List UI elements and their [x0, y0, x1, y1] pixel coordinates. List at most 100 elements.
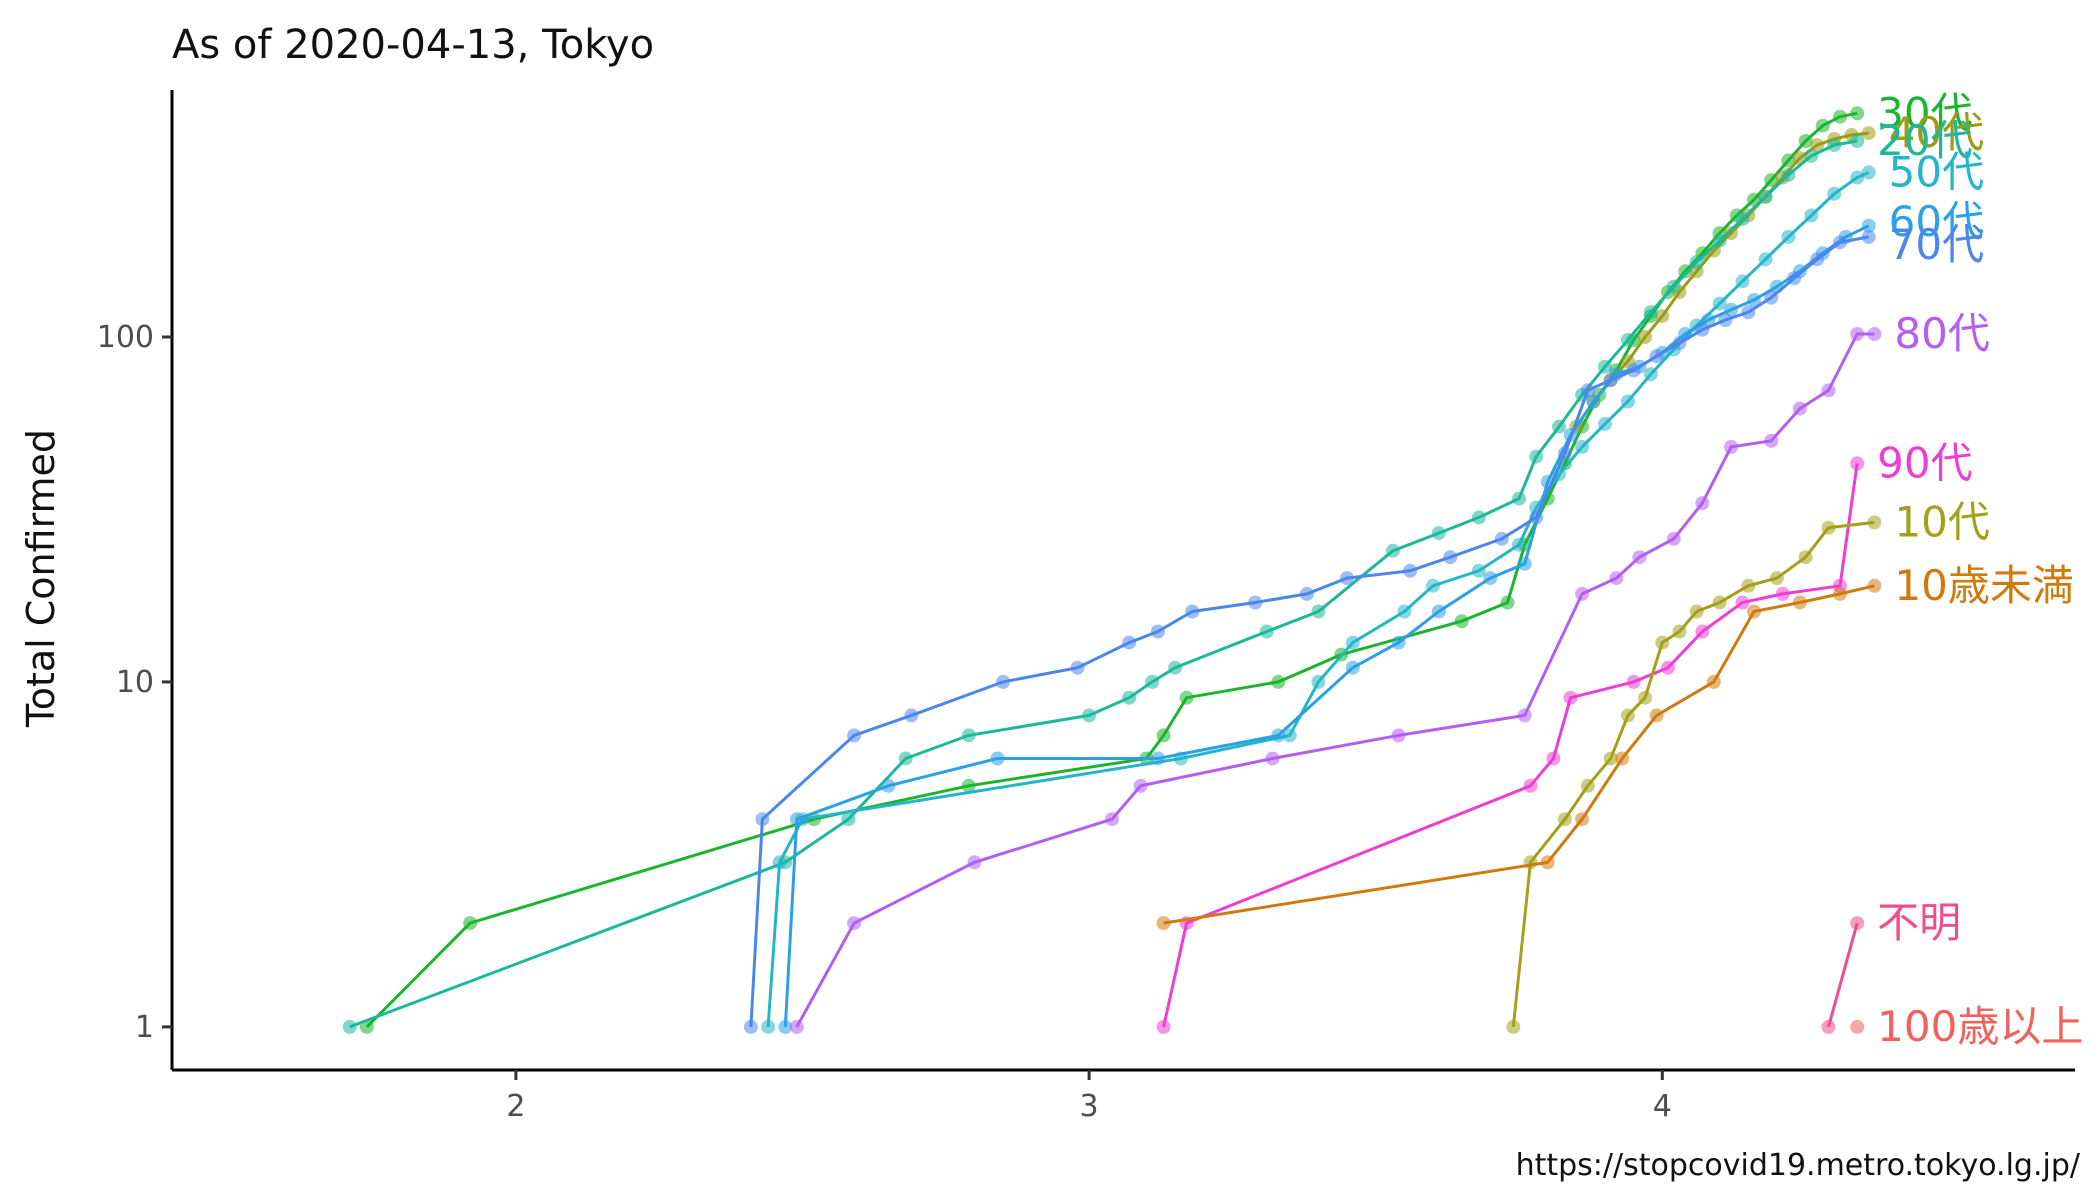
x-tick-label-0: 2	[506, 1089, 525, 1124]
series-point-4-3	[990, 751, 1005, 766]
series-point-1-5	[1655, 309, 1670, 324]
series-point-5-7	[1150, 624, 1165, 639]
series-point-5-22	[1695, 322, 1710, 337]
series-point-5-23	[1718, 313, 1733, 327]
series-point-3-10	[1512, 537, 1526, 552]
series-line-10	[1827, 922, 1859, 1028]
series-point-2-20	[1643, 305, 1658, 320]
series-point-0-7	[1271, 674, 1286, 689]
series-point-5-17	[1580, 383, 1595, 398]
series-point-5-13	[1443, 550, 1458, 565]
series-point-2-15	[1529, 449, 1544, 464]
series-label-9: 10歳未満	[1894, 561, 2073, 610]
series-point-0-0	[359, 1019, 374, 1034]
series-point-3-22	[1781, 229, 1796, 244]
series-point-3-16	[1643, 367, 1658, 382]
y-tick-label-2: 100	[97, 320, 154, 355]
series-point-3-19	[1712, 296, 1727, 311]
series-point-5-21	[1672, 336, 1687, 351]
series-line-2	[349, 139, 1858, 1029]
series-label-7: 90代	[1877, 438, 1972, 487]
series-point-2-21	[1666, 279, 1681, 294]
series-point-7-0	[1156, 1019, 1171, 1034]
series-point-5-11	[1340, 571, 1354, 586]
series-point-7-5	[1626, 674, 1641, 689]
series-point-4-4	[1150, 751, 1165, 766]
series-point-1-17	[1861, 126, 1876, 141]
y-tick-label-0: 1	[135, 1010, 154, 1045]
series-point-9-5	[1706, 674, 1721, 689]
series-point-8-9	[1689, 604, 1704, 619]
series-point-4-19	[1724, 302, 1739, 317]
series-point-8-3	[1580, 778, 1595, 793]
series-point-2-18	[1598, 359, 1612, 374]
series-point-5-29	[1861, 229, 1876, 244]
series-point-0-28	[1815, 118, 1830, 133]
series-label-5: 70代	[1889, 220, 1984, 269]
series-point-6-15	[1792, 401, 1807, 416]
series-point-5-24	[1741, 305, 1756, 320]
series-point-3-25	[1850, 170, 1865, 185]
series-point-0-9	[1454, 614, 1469, 629]
series-point-2-0	[342, 1019, 357, 1034]
series-point-8-6	[1638, 690, 1653, 705]
series-point-2-6	[1122, 690, 1137, 705]
series-point-5-18	[1603, 373, 1618, 388]
series-point-0-30	[1850, 106, 1865, 121]
series-point-3-26	[1861, 165, 1876, 180]
series-point-8-11	[1741, 578, 1756, 593]
series-point-8-14	[1821, 520, 1836, 535]
series-point-1-4	[1638, 330, 1653, 344]
series-point-3-5	[1311, 674, 1326, 689]
series-point-6-18	[1867, 327, 1882, 341]
series-point-0-29	[1833, 109, 1847, 124]
series-point-6-10	[1632, 550, 1647, 565]
series-point-8-2	[1557, 812, 1572, 827]
series-point-3-14	[1598, 416, 1612, 431]
series-point-3-1	[772, 855, 787, 870]
series-point-5-5	[1070, 660, 1085, 675]
series-point-2-7	[1145, 674, 1160, 689]
series-point-5-8	[1185, 604, 1200, 619]
series-line-1	[1575, 131, 1869, 428]
series-point-5-4	[996, 674, 1011, 689]
series-point-3-15	[1620, 394, 1635, 409]
series-point-3-7	[1397, 604, 1412, 619]
series-point-7-7	[1695, 624, 1710, 639]
series-label-6: 80代	[1894, 309, 1989, 358]
x-tick-label-1: 3	[1080, 1089, 1099, 1124]
chart-caption: https://stopcovid19.metro.tokyo.lg.jp/	[1516, 1148, 2081, 1183]
series-point-0-25	[1764, 173, 1779, 188]
series-point-5-6	[1122, 635, 1137, 650]
chart-title: As of 2020-04-13, Tokyo	[172, 22, 654, 68]
series-point-6-0	[789, 1019, 804, 1034]
series-point-3-13	[1575, 439, 1590, 454]
series-point-8-7	[1655, 635, 1670, 650]
series-point-2-19	[1620, 333, 1635, 347]
y-axis-label: Total Confirmed	[19, 429, 63, 728]
series-point-9-4	[1649, 708, 1664, 723]
series-point-4-10	[1517, 556, 1532, 571]
series-point-9-7	[1792, 595, 1807, 610]
series-point-2-3	[898, 751, 913, 766]
series-point-7-9	[1775, 586, 1790, 601]
series-label-10: 不明	[1877, 898, 1961, 947]
series-point-8-12	[1769, 571, 1784, 586]
series-point-0-20	[1678, 264, 1693, 279]
series-point-2-23	[1712, 233, 1727, 248]
series-point-2-2	[841, 812, 856, 827]
series-point-8-8	[1672, 624, 1687, 639]
series-point-9-9	[1867, 578, 1882, 593]
series-point-3-0	[761, 1019, 776, 1034]
series-line-8	[1511, 520, 1875, 1028]
series-point-4-9	[1483, 571, 1498, 586]
series-point-6-7	[1517, 708, 1532, 723]
series-point-4-7	[1391, 635, 1406, 650]
series-point-7-3	[1546, 751, 1561, 766]
series-line-9	[1163, 584, 1875, 925]
series-point-6-3	[1105, 812, 1119, 827]
series-point-2-24	[1735, 211, 1750, 226]
series-point-4-0	[778, 1019, 793, 1034]
series-point-5-27	[1810, 252, 1825, 267]
